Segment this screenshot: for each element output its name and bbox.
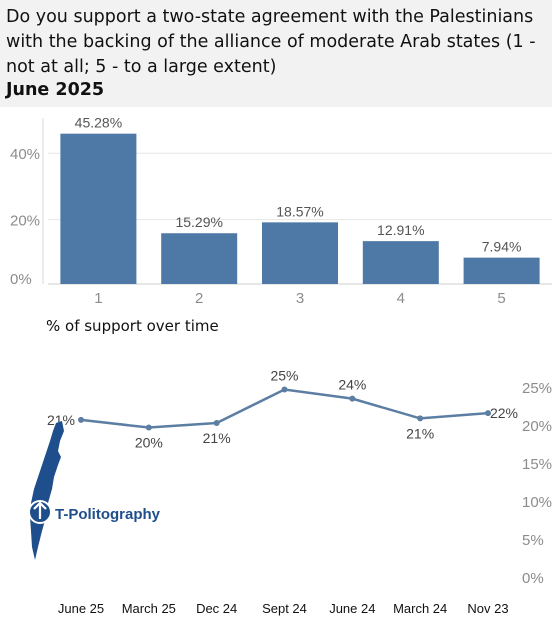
line-point — [78, 416, 84, 423]
line-xtick-label: June 24 — [329, 601, 375, 616]
line-value-label: 24% — [338, 377, 366, 393]
line-point — [281, 386, 288, 393]
bar — [362, 241, 439, 284]
line-chart-subtitle: % of support over time — [46, 317, 219, 335]
bar-ytick-label: 20% — [10, 213, 40, 230]
israel-map-icon — [18, 417, 168, 567]
line-point — [213, 419, 220, 426]
bar — [262, 222, 338, 284]
bar-ytick-label: 0% — [10, 271, 32, 288]
bar-value-label: 15.29% — [175, 214, 222, 230]
line-xtick-label: Dec 24 — [196, 601, 237, 616]
line-value-label: 25% — [270, 368, 298, 384]
bar-value-label: 7.94% — [482, 239, 522, 255]
line-ytick-label: 0% — [522, 570, 544, 587]
line-xtick-label: March 24 — [393, 601, 447, 616]
bar — [463, 257, 540, 284]
bar-value-label: 18.57% — [276, 203, 323, 219]
line-point — [417, 415, 424, 422]
line-xtick-label: March 25 — [122, 601, 176, 616]
bar-xtick-label: 2 — [195, 290, 203, 307]
line-point — [485, 410, 491, 417]
bar — [161, 233, 238, 284]
line-xtick-label: Nov 23 — [467, 601, 508, 616]
bar-xtick-label: 1 — [94, 290, 102, 307]
bar-ytick-label: 40% — [10, 146, 40, 163]
bar-value-label: 12.91% — [377, 222, 424, 238]
line-ytick-label: 25% — [522, 380, 552, 397]
chart-date: June 2025 — [6, 80, 105, 100]
header-panel: Do you support a two-state agreement wit… — [0, 0, 552, 107]
chart-title: Do you support a two-state agreement wit… — [6, 7, 536, 77]
line-xtick-label: Sept 24 — [262, 601, 307, 616]
line-value-label: 21% — [47, 412, 75, 428]
line-ytick-label: 20% — [522, 418, 552, 435]
line-ytick-label: 15% — [522, 456, 552, 473]
bar-value-label: 45.28% — [75, 115, 122, 131]
line-value-label: 20% — [135, 435, 163, 451]
line-value-label: 21% — [203, 430, 231, 446]
logo-text: T-Politography — [55, 506, 160, 523]
line-ytick-label: 10% — [522, 494, 552, 511]
bar-xtick-label: 5 — [497, 290, 505, 307]
line-xtick-label: June 25 — [58, 601, 104, 616]
line-point — [349, 395, 356, 402]
bar-xtick-label: 3 — [296, 290, 304, 307]
bar — [60, 133, 137, 284]
line-point — [145, 424, 152, 431]
line-value-label: 22% — [490, 405, 518, 421]
line-value-label: 21% — [406, 425, 434, 441]
line-ytick-label: 5% — [522, 532, 544, 549]
bar-xtick-label: 4 — [397, 290, 405, 307]
